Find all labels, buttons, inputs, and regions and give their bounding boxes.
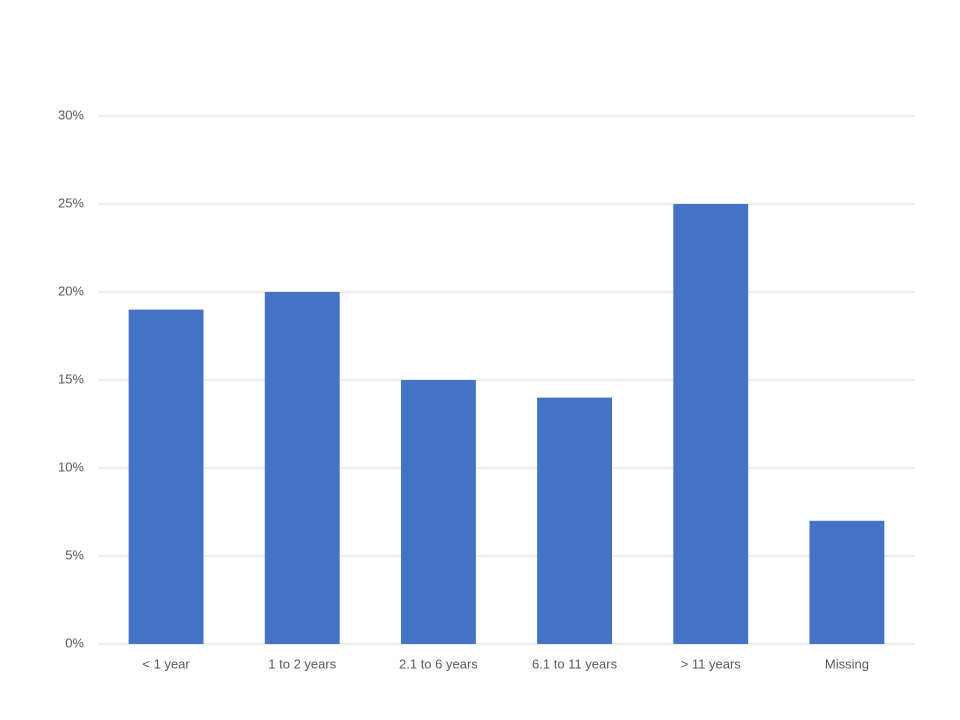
bar bbox=[400, 380, 476, 644]
x-tick-label: < 1 year bbox=[142, 656, 190, 671]
y-tick-label: 0% bbox=[65, 635, 84, 650]
x-tick-label: 1 to 2 years bbox=[268, 656, 336, 671]
bar bbox=[673, 204, 749, 644]
y-tick-label: 25% bbox=[58, 195, 84, 210]
x-tick-label: 2.1 to 6 years bbox=[399, 656, 478, 671]
y-tick-label: 15% bbox=[58, 371, 84, 386]
y-tick-label: 5% bbox=[65, 547, 84, 562]
bar bbox=[809, 520, 885, 644]
bar bbox=[537, 397, 613, 644]
y-tick-label: 30% bbox=[58, 107, 84, 122]
bar bbox=[264, 292, 340, 644]
bar bbox=[128, 309, 204, 644]
x-tick-label: > 11 years bbox=[681, 656, 742, 671]
y-tick-label: 20% bbox=[58, 283, 84, 298]
x-tick-label: 6.1 to 11 years bbox=[532, 656, 618, 671]
x-tick-label: Missing bbox=[825, 656, 869, 671]
y-tick-label: 10% bbox=[58, 459, 84, 474]
